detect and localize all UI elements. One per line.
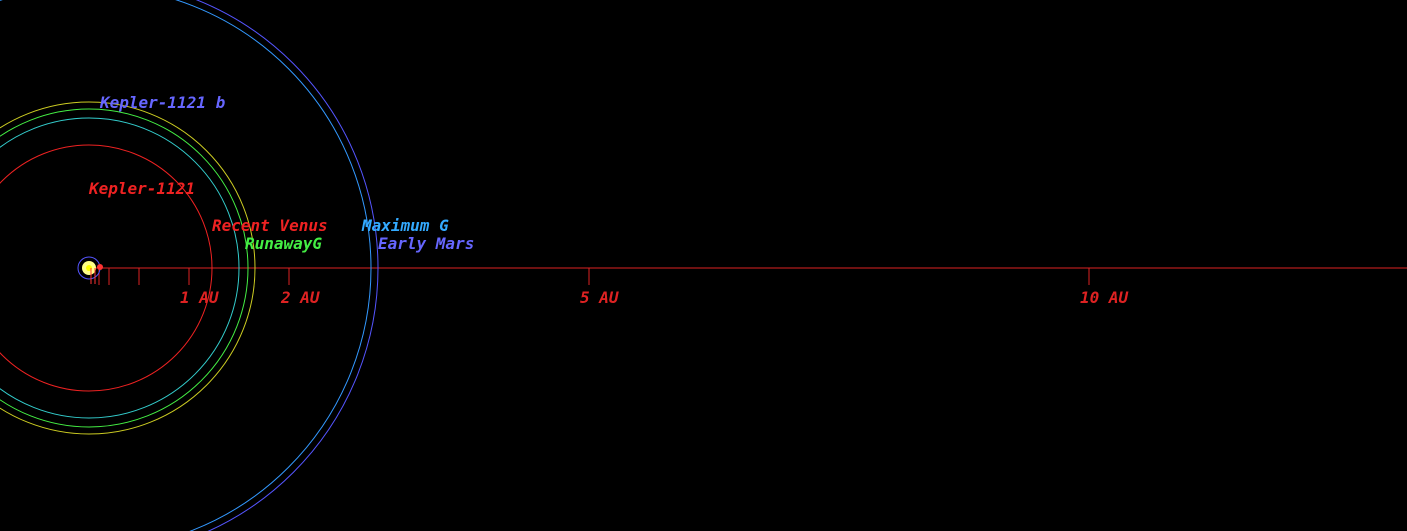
axis-label-2au: 2 AU — [280, 288, 320, 307]
zone-runaway-greenhouse — [0, 108, 249, 428]
minor-ticks — [98, 268, 140, 285]
label-early-mars: Early Mars — [378, 234, 474, 253]
axis-label-1au: 1 AU — [180, 288, 219, 307]
zone-early-mars — [195, 0, 379, 531]
orbit-kepler-1121 — [0, 144, 213, 392]
axis-label-5au: 5 AU — [580, 288, 619, 307]
zone-recent-venus — [0, 117, 240, 419]
axis-label-10au: 10 AU — [1080, 288, 1129, 307]
label-runaway-greenhouse: RunawayG — [245, 234, 322, 253]
label-kepler-1121: Kepler-1121 — [88, 179, 195, 198]
planet-marker — [90, 268, 96, 284]
major-ticks — [188, 268, 1090, 285]
label-recent-venus: Recent Venus — [212, 216, 328, 235]
zone-recent-venus-outer — [0, 101, 256, 435]
zone-maximum-greenhouse — [0, 0, 372, 531]
label-kepler-1121-b: Kepler-1121 b — [99, 93, 226, 112]
label-maximum-greenhouse: Maximum G — [361, 216, 449, 235]
planet-dot-icon — [97, 264, 103, 270]
